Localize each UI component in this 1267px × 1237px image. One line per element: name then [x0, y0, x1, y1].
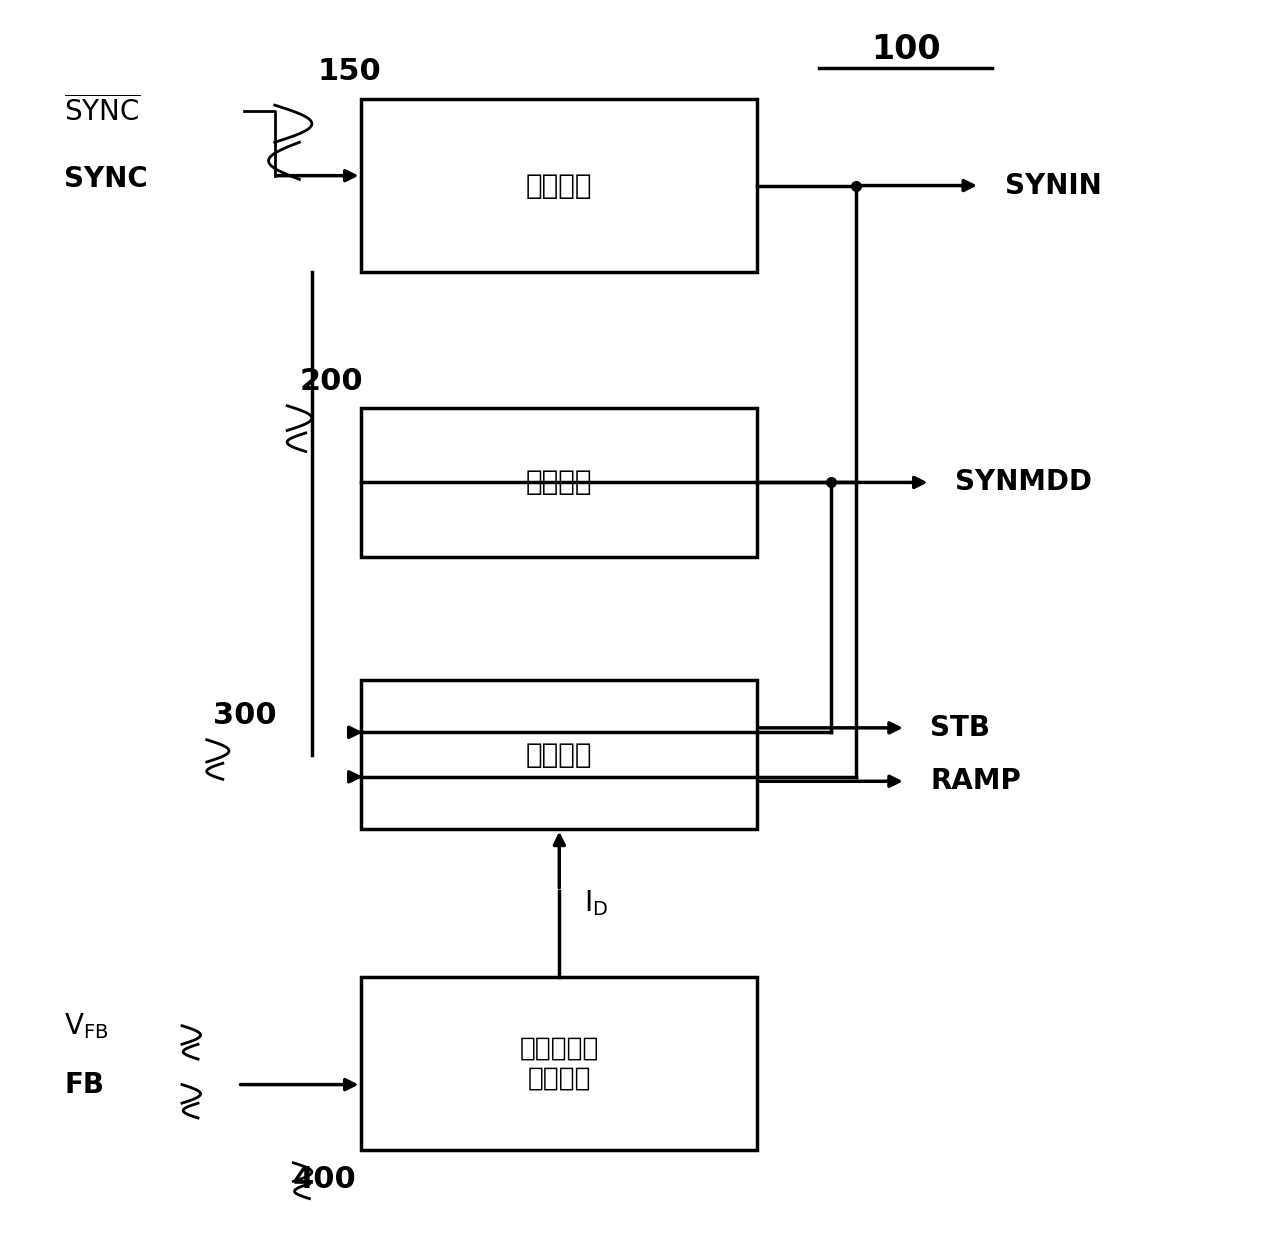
Text: $\overline{\rm SYNC}$: $\overline{\rm SYNC}$	[65, 95, 141, 127]
FancyBboxPatch shape	[361, 99, 758, 272]
Text: $\rm V_{FB}$: $\rm V_{FB}$	[65, 1011, 109, 1040]
Text: 第二电路: 第二电路	[526, 469, 593, 496]
FancyBboxPatch shape	[361, 680, 758, 829]
Text: SYNC: SYNC	[65, 166, 148, 193]
Text: RAMP: RAMP	[930, 767, 1021, 795]
Text: 200: 200	[299, 366, 364, 396]
Text: SYNIN: SYNIN	[1005, 172, 1101, 199]
Text: STB: STB	[930, 714, 991, 742]
Text: 电压对电流
转换电路: 电压对电流 转换电路	[519, 1035, 599, 1092]
Text: FB: FB	[65, 1070, 104, 1098]
Text: SYNMDD: SYNMDD	[955, 469, 1092, 496]
Text: 第一电路: 第一电路	[526, 172, 593, 199]
Text: 150: 150	[317, 57, 381, 87]
FancyBboxPatch shape	[361, 408, 758, 557]
Text: 振荡电路: 振荡电路	[526, 741, 593, 768]
Text: $\rm I_D$: $\rm I_D$	[584, 888, 608, 918]
Text: 100: 100	[870, 33, 940, 66]
Text: 300: 300	[213, 700, 276, 730]
FancyBboxPatch shape	[361, 977, 758, 1150]
Text: 400: 400	[293, 1164, 356, 1194]
